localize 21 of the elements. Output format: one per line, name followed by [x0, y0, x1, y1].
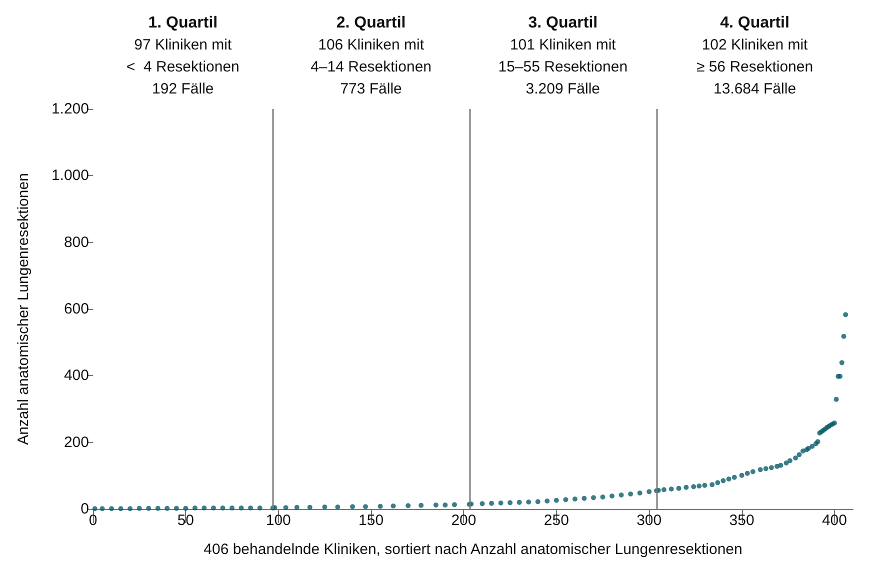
y-tick-label: 0 — [80, 500, 89, 518]
text: 2. Quartil 106 Kliniken mit 4–14 Resektionen 773 Fälle — [310, 14, 432, 98]
x-tick-label: 100 — [266, 512, 291, 529]
y-tick-label: 200 — [64, 434, 89, 451]
x-tick-label: 200 — [451, 512, 476, 529]
y-tick-label: 400 — [64, 367, 89, 384]
y-tick-label: 1.000 — [51, 167, 89, 184]
x-tick-label: 50 — [177, 512, 194, 529]
x-axis-title: 406 behandelnde Kliniken, sortiert nach Anzahl anatomischer Lungenresektionen — [204, 541, 742, 558]
text: 4. Quartil 102 Kliniken mit ≥ 56 Resektionen 13.684 Fälle — [696, 14, 814, 98]
x-tick-label: 250 — [544, 512, 569, 529]
y-tick-label: 800 — [64, 234, 89, 251]
x-tick-label: 400 — [822, 512, 847, 529]
text: 1. Quartil 97 Kliniken mit < 4 Resektionen 192 Fälle — [126, 14, 240, 98]
y-axis-title: Anzahl anatomischer Lungenresektionen — [15, 173, 32, 445]
y-tick-label: 1.200 — [51, 100, 89, 118]
x-tick-label: 150 — [358, 512, 384, 529]
x-tick-label: 300 — [636, 512, 662, 529]
y-tick-label: 600 — [64, 300, 89, 318]
text: 3. Quartil 101 Kliniken mit 15–55 Resektionen 3.209 Fälle — [498, 14, 628, 98]
x-tick-label: 350 — [729, 512, 754, 529]
